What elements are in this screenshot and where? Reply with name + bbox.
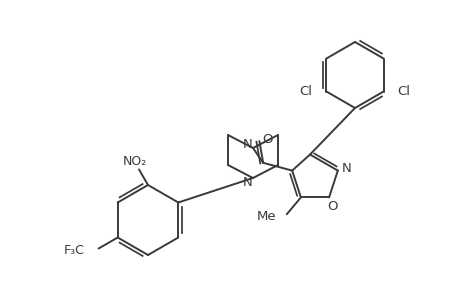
Text: N: N bbox=[243, 176, 252, 190]
Text: O: O bbox=[262, 133, 272, 146]
Text: F₃C: F₃C bbox=[64, 244, 84, 257]
Text: Me: Me bbox=[257, 210, 276, 223]
Text: Cl: Cl bbox=[299, 85, 312, 98]
Text: Cl: Cl bbox=[397, 85, 410, 98]
Text: N: N bbox=[341, 162, 351, 175]
Text: O: O bbox=[326, 200, 336, 213]
Text: N: N bbox=[243, 137, 252, 151]
Text: NO₂: NO₂ bbox=[123, 155, 147, 168]
